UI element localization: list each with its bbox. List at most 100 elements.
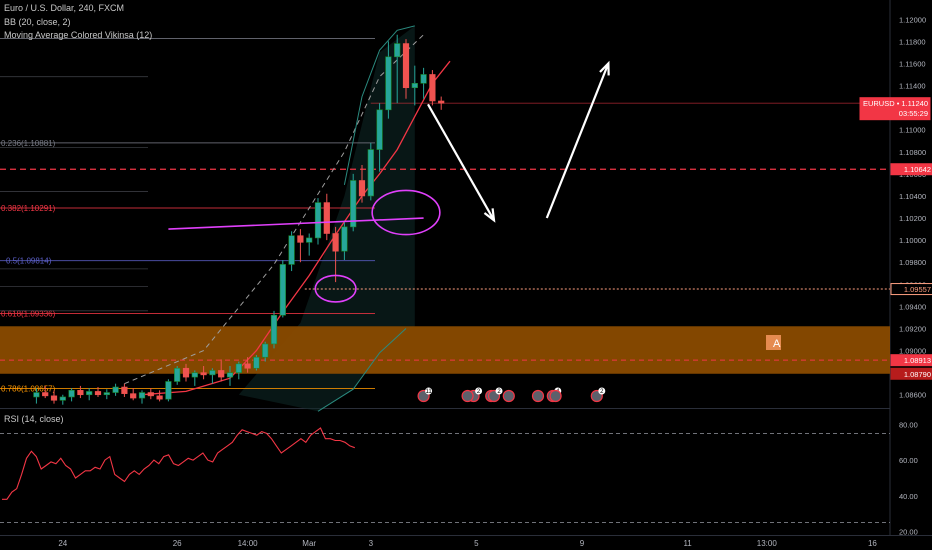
rsi-line xyxy=(2,427,355,500)
event-badge-count: 2 xyxy=(477,389,481,395)
event-badge-count: 2 xyxy=(497,389,501,395)
candle xyxy=(420,74,427,84)
event-badge-count: 2 xyxy=(600,389,604,395)
price-label-box xyxy=(859,97,931,121)
time-tick: 26 xyxy=(173,539,182,548)
price-label: 1.08790 xyxy=(904,370,931,379)
candle xyxy=(191,372,198,378)
candle xyxy=(279,264,286,316)
candle xyxy=(297,235,304,243)
fib-label: 0.5(1.09814) xyxy=(6,257,52,266)
fib-label: 0.236(1.10881) xyxy=(1,139,56,148)
candle xyxy=(394,43,401,58)
candle xyxy=(121,386,128,394)
price-tick: 1.11800 xyxy=(899,37,926,46)
time-tick: 9 xyxy=(580,539,585,548)
candle xyxy=(411,83,418,89)
candle xyxy=(209,370,216,376)
candle xyxy=(350,180,357,228)
price-tick: 1.09800 xyxy=(899,258,926,267)
price-tick: 1.10000 xyxy=(899,236,926,245)
candle xyxy=(323,202,330,234)
rsi-tick: 40.00 xyxy=(899,492,918,501)
fib-label: 0.786(1.08657) xyxy=(1,384,56,393)
fib-label: 0.618(1.09336) xyxy=(1,309,56,318)
candle xyxy=(68,390,75,398)
event-marker xyxy=(461,389,474,403)
supply-zone xyxy=(0,326,890,374)
event-badge xyxy=(425,387,433,395)
event-badge xyxy=(475,387,483,395)
price-label-box xyxy=(890,354,932,367)
candle xyxy=(367,149,374,197)
candle xyxy=(341,226,348,252)
candle xyxy=(77,390,84,396)
price-tick: 1.10200 xyxy=(899,214,926,223)
candle xyxy=(314,202,322,239)
candle xyxy=(218,370,225,378)
price-label: 1.10642 xyxy=(904,165,931,174)
candle xyxy=(235,363,242,373)
time-tick: 13:00 xyxy=(757,539,778,548)
price-tick: 1.09200 xyxy=(899,324,926,333)
price-label-box xyxy=(890,367,932,380)
event-marker xyxy=(549,389,562,403)
highlight-circle xyxy=(371,189,441,236)
candle xyxy=(402,43,410,89)
price-tick: 1.11400 xyxy=(899,82,926,91)
arrow-head-up xyxy=(599,60,610,76)
time-tick: 14:00 xyxy=(238,539,259,548)
candle xyxy=(86,391,93,396)
time-tick: Mar xyxy=(302,539,316,548)
candle xyxy=(376,109,383,150)
candle xyxy=(438,100,445,104)
candle xyxy=(332,233,339,252)
candle xyxy=(270,314,278,345)
candle xyxy=(59,396,66,401)
fib-label: 0.382(1.10291) xyxy=(1,204,56,213)
candle xyxy=(42,392,49,397)
time-tick: 5 xyxy=(474,539,479,548)
bb-legend: BB (20, close, 2) xyxy=(4,17,71,27)
price-label-box xyxy=(890,283,932,296)
rsi-tick: 20.00 xyxy=(899,527,918,536)
candle xyxy=(358,180,366,197)
candle xyxy=(174,367,181,382)
candle xyxy=(138,392,146,399)
zone-label: A xyxy=(773,338,781,350)
price-tick: 1.08600 xyxy=(899,391,926,400)
candle xyxy=(94,391,102,396)
candle xyxy=(262,343,269,358)
bollinger-fill xyxy=(238,25,415,412)
candle xyxy=(50,395,58,401)
price-tick: 1.09400 xyxy=(899,302,926,311)
price-label: 1.08913 xyxy=(904,356,931,365)
event-marker xyxy=(531,389,545,403)
candle xyxy=(33,392,40,398)
price-tick: 1.11600 xyxy=(899,59,926,68)
rsi-tick: 80.00 xyxy=(899,420,918,429)
price-tick: 1.10400 xyxy=(899,192,926,201)
projection-down xyxy=(427,103,495,221)
candle xyxy=(429,74,436,102)
trend-line xyxy=(168,217,424,230)
candle xyxy=(385,56,392,111)
candle xyxy=(200,372,207,376)
symbol-title: Euro / U.S. Dollar, 240, FXCM xyxy=(4,3,125,13)
candle xyxy=(156,395,163,400)
candle xyxy=(112,386,119,393)
candle xyxy=(288,235,295,265)
bb-lower xyxy=(317,328,407,412)
candle xyxy=(253,356,260,369)
arrow-head-down xyxy=(483,208,496,223)
candle xyxy=(182,367,190,378)
candle xyxy=(130,393,137,399)
countdown-label: 03:55:29 xyxy=(899,109,928,118)
price-tick: 1.10800 xyxy=(899,148,926,157)
price-tick: 1.12000 xyxy=(899,15,926,24)
candle xyxy=(103,392,110,396)
event-marker xyxy=(502,389,515,403)
price-tick: 1.09000 xyxy=(899,347,926,356)
event-badge xyxy=(495,387,503,395)
